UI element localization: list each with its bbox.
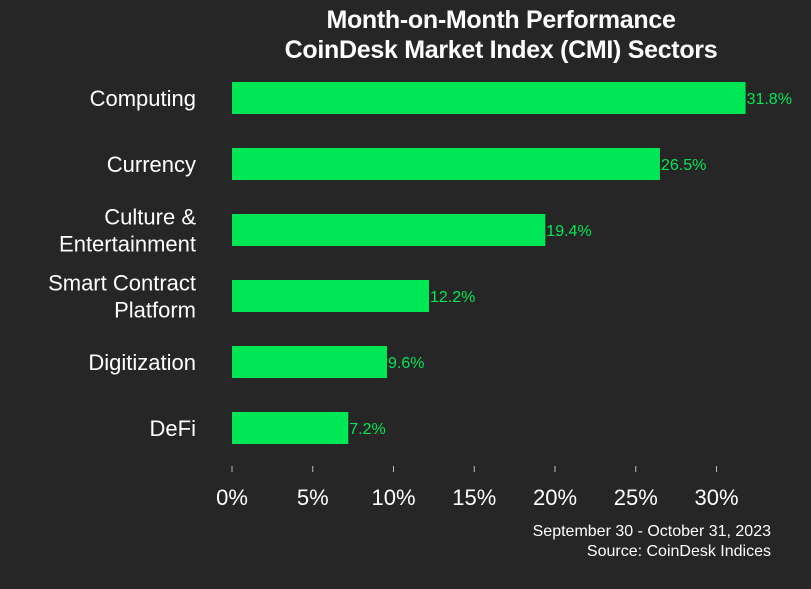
bar <box>232 346 388 378</box>
bar-value-label: 19.4% <box>546 223 591 240</box>
source-note: Source: CoinDesk Indices <box>586 543 771 560</box>
bar <box>232 280 430 312</box>
category-label: Entertainment <box>59 232 196 257</box>
chart-title: Month-on-Month Performance <box>326 6 676 34</box>
x-tick-label: 10% <box>371 485 415 510</box>
chart-subtitle: CoinDesk Market Index (CMI) Sectors <box>284 36 718 64</box>
category-label: DeFi <box>150 416 196 441</box>
bar <box>232 82 746 114</box>
date-range: September 30 - October 31, 2023 <box>532 523 771 540</box>
x-tick-label: 20% <box>533 485 577 510</box>
bar-value-label: 7.2% <box>349 421 385 438</box>
x-tick-label: 15% <box>452 485 496 510</box>
category-label: Digitization <box>88 350 196 375</box>
bar <box>232 214 546 246</box>
category-label: Computing <box>90 86 196 111</box>
x-tick-label: 0% <box>216 485 248 510</box>
category-label: Culture & <box>104 205 196 230</box>
x-tick-label: 30% <box>694 485 738 510</box>
bar-value-label: 31.8% <box>747 91 792 108</box>
bar-value-label: 26.5% <box>661 157 706 174</box>
x-tick-label: 5% <box>297 485 329 510</box>
category-label: Smart Contract <box>48 271 196 296</box>
bar-value-label: 12.2% <box>430 289 475 306</box>
bar <box>232 412 349 444</box>
x-tick-label: 25% <box>614 485 658 510</box>
category-label: Platform <box>114 298 196 323</box>
bar <box>232 148 660 180</box>
category-label: Currency <box>107 152 196 177</box>
bar-value-label: 9.6% <box>388 355 424 372</box>
